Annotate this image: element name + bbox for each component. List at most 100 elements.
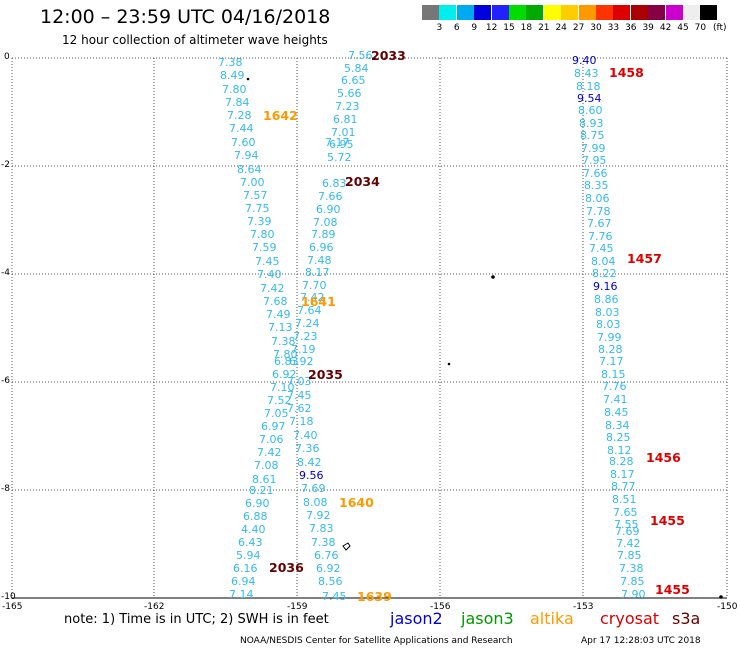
- pass-time: 2033: [371, 48, 406, 63]
- legend-altika: altika: [530, 609, 574, 628]
- legend-jason3: jason3: [461, 609, 514, 628]
- swh-value: 6.88: [243, 510, 268, 523]
- swh-value: 7.48: [307, 254, 332, 267]
- colorbar-label: 15: [503, 23, 515, 33]
- swh-value: 6.92: [289, 355, 314, 368]
- swh-value: 7.38: [218, 56, 243, 69]
- swh-value: 8.64: [237, 163, 262, 176]
- lat-tick-label: -4: [1, 268, 10, 278]
- map-grid: [11, 57, 728, 599]
- lon-tick-label: -165: [2, 602, 23, 612]
- swh-value: 7.68: [263, 295, 288, 308]
- swh-value: 7.03: [287, 375, 312, 388]
- swh-value: 7.66: [583, 167, 608, 180]
- swh-value: 4.40: [241, 523, 266, 536]
- footer-timestamp: Apr 17 12:28:03 UTC 2018: [581, 636, 701, 646]
- swh-value: 9.54: [577, 92, 602, 105]
- swh-value: 8.17: [305, 266, 330, 279]
- swh-value: 7.38: [619, 562, 644, 575]
- swh-value: 7.94: [234, 149, 259, 162]
- swh-value: 8.45: [604, 406, 629, 419]
- swh-value: 7.18: [289, 415, 314, 428]
- swh-value: 8.28: [598, 343, 623, 356]
- swh-value: 6.65: [341, 74, 366, 87]
- swh-value: 8.03: [596, 318, 621, 331]
- colorbar-swatch: [474, 5, 492, 20]
- colorbar-swatch: [665, 5, 683, 20]
- swh-value: 8.04: [591, 255, 616, 268]
- swh-value: 7.40: [257, 268, 282, 281]
- lat-tick-label: -8: [1, 484, 10, 494]
- colorbar-swatch: [648, 5, 666, 20]
- swh-value: 8.17: [610, 468, 635, 481]
- pass-time: 1641: [301, 294, 336, 309]
- island-dot: [491, 275, 495, 279]
- colorbar-swatch: [456, 5, 474, 20]
- swh-value: 7.64: [297, 304, 322, 317]
- islands: [246, 77, 723, 599]
- lon-tick-label: -150: [717, 602, 738, 612]
- colorbar-swatch: [630, 5, 648, 20]
- swh-value: 7.89: [311, 228, 336, 241]
- swh-value: 5.66: [337, 87, 362, 100]
- swh-value: 7.14: [229, 588, 254, 601]
- swh-value: 7.13: [268, 321, 293, 334]
- colorbar-label: 3: [436, 23, 443, 33]
- swh-value: 7.45: [322, 590, 347, 603]
- swh-value: 8.28: [609, 455, 634, 468]
- swh-value: 6.76: [314, 549, 339, 562]
- island-shape: [342, 542, 351, 551]
- swh-value: 7.60: [231, 136, 256, 149]
- swh-value: 6.92: [316, 562, 341, 575]
- swh-value: 7.69: [615, 525, 640, 538]
- swh-value: 6.90: [316, 203, 341, 216]
- swh-value: 8.35: [584, 179, 609, 192]
- swh-value: 6.43: [238, 536, 263, 549]
- lat-tick-label: -10: [1, 592, 16, 602]
- swh-value: 7.55: [614, 518, 639, 531]
- lat-tick-label: 0: [4, 52, 10, 62]
- swh-value: 8.49: [220, 69, 245, 82]
- legend-jason2: jason2: [390, 609, 443, 628]
- swh-value: 5.84: [344, 62, 369, 75]
- swh-value: 7.99: [581, 142, 606, 155]
- swh-value: 7.41: [603, 393, 628, 406]
- swh-value: 8.22: [592, 267, 617, 280]
- swh-value: 8.56: [318, 575, 343, 588]
- swh-value: 7.84: [225, 96, 250, 109]
- swh-value: 6.97: [261, 420, 286, 433]
- swh-value: 7.83: [309, 522, 334, 535]
- swh-value: 7.66: [318, 190, 343, 203]
- island-dot: [246, 77, 250, 81]
- colorbar-swatch: [543, 5, 561, 20]
- swh-value: 7.42: [616, 537, 641, 550]
- swh-value: 7.90: [621, 588, 646, 601]
- pass-time: 1642: [263, 108, 298, 123]
- colorbar-label: 45: [677, 23, 689, 33]
- swh-value: 8.75: [580, 129, 605, 142]
- legend-s3a: s3a: [672, 609, 701, 628]
- swh-value: 7.00: [240, 176, 265, 189]
- swh-value: 7.06: [259, 433, 284, 446]
- swh-value: 7.01: [331, 126, 356, 139]
- colorbar-swatch: [700, 5, 718, 20]
- pass-time: 1640: [339, 495, 374, 510]
- swh-value: 7.45: [255, 255, 280, 268]
- swh-value: 7.95: [582, 154, 607, 167]
- swh-value: 7.45: [589, 242, 614, 255]
- colorbar-swatch: [596, 5, 613, 20]
- swh-value: 8.03: [595, 306, 620, 319]
- colorbar-label: 30: [590, 23, 602, 33]
- swh-value: 5.72: [327, 151, 352, 164]
- swh-value: 7.08: [254, 459, 279, 472]
- swh-value: 8.08: [303, 496, 328, 509]
- page-subtitle: 12 hour collection of altimeter wave hei…: [62, 33, 328, 47]
- colorbar-swatch: [561, 5, 579, 20]
- swh-value: 7.42: [260, 282, 285, 295]
- colorbar-unit: (ft): [713, 23, 727, 33]
- swh-value: 7.44: [229, 122, 254, 135]
- swh-value: 7.08: [313, 216, 338, 229]
- swh-value: 7.85: [620, 575, 645, 588]
- swh-value: 7.57: [243, 189, 268, 202]
- swh-value: 8.77: [611, 480, 636, 493]
